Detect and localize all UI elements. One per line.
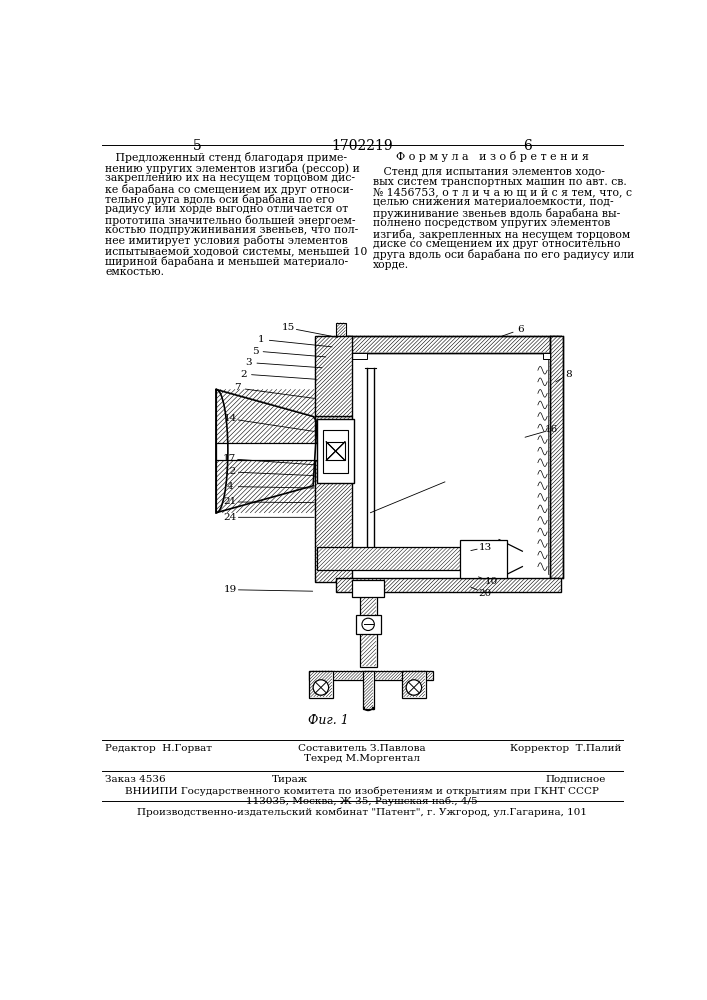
Bar bbox=[352, 580, 385, 597]
Text: 10: 10 bbox=[485, 578, 498, 586]
Bar bbox=[317, 419, 354, 483]
Text: целью снижения материалоемкости, под-: целью снижения материалоемкости, под- bbox=[373, 197, 614, 207]
Bar bbox=[315, 336, 352, 416]
Polygon shape bbox=[499, 540, 522, 578]
Text: 24: 24 bbox=[223, 513, 237, 522]
Bar bbox=[317, 548, 476, 570]
Text: Производственно-издательский комбинат "Патент", г. Ужгород, ул.Гагарина, 101: Производственно-издательский комбинат "П… bbox=[137, 808, 587, 817]
Text: 21: 21 bbox=[223, 497, 237, 506]
Text: 8: 8 bbox=[566, 370, 572, 379]
Text: 17: 17 bbox=[223, 454, 236, 463]
Bar bbox=[315, 416, 352, 582]
Bar bbox=[310, 671, 332, 697]
Circle shape bbox=[406, 680, 421, 695]
Bar bbox=[317, 419, 354, 483]
Bar bbox=[549, 336, 563, 578]
Text: нее имитирует условия работы элементов: нее имитирует условия работы элементов bbox=[105, 235, 348, 246]
Text: 15: 15 bbox=[281, 323, 295, 332]
Text: полнено посредством упругих элементов: полнено посредством упругих элементов bbox=[373, 218, 610, 228]
Text: пружинивание звеньев вдоль барабана вы-: пружинивание звеньев вдоль барабана вы- bbox=[373, 208, 620, 219]
Bar bbox=[218, 443, 315, 459]
Bar bbox=[317, 547, 476, 570]
Text: закреплению их на несущем торцовом дис-: закреплению их на несущем торцовом дис- bbox=[105, 173, 356, 183]
Text: изгиба, закрепленных на несущем торцовом: изгиба, закрепленных на несущем торцовом bbox=[373, 229, 630, 240]
Text: 4: 4 bbox=[227, 482, 233, 491]
Bar bbox=[315, 417, 351, 582]
Bar bbox=[327, 442, 345, 460]
Bar bbox=[323, 430, 348, 473]
Text: 13: 13 bbox=[479, 543, 492, 552]
Text: вых систем транспортных машин по авт. св.: вых систем транспортных машин по авт. св… bbox=[373, 177, 626, 187]
Bar bbox=[461, 540, 506, 577]
Text: 19: 19 bbox=[223, 585, 237, 594]
Bar bbox=[356, 615, 380, 634]
Text: Редактор  Н.Горват: Редактор Н.Горват bbox=[105, 744, 212, 753]
Text: 16: 16 bbox=[545, 425, 559, 434]
Text: 3: 3 bbox=[245, 358, 252, 367]
Text: Заказ 4536: Заказ 4536 bbox=[105, 774, 166, 784]
Bar bbox=[543, 353, 549, 359]
Bar bbox=[337, 579, 561, 592]
Text: 6: 6 bbox=[523, 139, 532, 153]
Text: 1702219: 1702219 bbox=[332, 139, 393, 153]
Circle shape bbox=[313, 680, 329, 695]
Text: диске со смещением их друг относительно: диске со смещением их друг относительно bbox=[373, 239, 620, 249]
Text: Стенд для испытания элементов ходо-: Стенд для испытания элементов ходо- bbox=[373, 166, 604, 176]
Bar bbox=[309, 671, 332, 698]
Text: Фиг. 1: Фиг. 1 bbox=[308, 714, 349, 727]
Bar bbox=[315, 336, 351, 416]
Bar bbox=[309, 671, 433, 680]
Bar bbox=[550, 336, 563, 578]
Bar bbox=[337, 323, 346, 578]
Text: радиусу или хорде выгодно отличается от: радиусу или хорде выгодно отличается от bbox=[105, 204, 349, 214]
Bar bbox=[403, 671, 425, 697]
Bar bbox=[402, 671, 426, 698]
Text: 7: 7 bbox=[234, 383, 240, 392]
Text: 20: 20 bbox=[479, 589, 492, 598]
Text: Корректор  Т.Палий: Корректор Т.Палий bbox=[510, 744, 621, 753]
Text: тельно друга вдоль оси барабана по его: тельно друга вдоль оси барабана по его bbox=[105, 194, 335, 205]
Text: Ф о р м у л а   и з о б р е т е н и я: Ф о р м у л а и з о б р е т е н и я bbox=[397, 151, 590, 162]
Text: 5: 5 bbox=[252, 347, 258, 356]
Bar bbox=[353, 581, 384, 597]
Bar bbox=[337, 323, 345, 578]
Bar bbox=[352, 353, 368, 359]
Text: 6: 6 bbox=[518, 325, 524, 334]
Text: 1: 1 bbox=[258, 335, 264, 344]
Text: 2: 2 bbox=[240, 370, 247, 379]
Bar bbox=[310, 671, 433, 679]
Text: 5: 5 bbox=[192, 139, 201, 153]
Text: хорде.: хорде. bbox=[373, 260, 409, 270]
Bar bbox=[337, 578, 561, 592]
Bar bbox=[360, 582, 377, 667]
Bar bbox=[460, 540, 507, 578]
Text: Тираж: Тираж bbox=[271, 774, 308, 784]
Bar bbox=[361, 583, 376, 666]
Bar bbox=[216, 443, 317, 460]
Polygon shape bbox=[212, 389, 317, 513]
Circle shape bbox=[362, 618, 374, 631]
Bar bbox=[337, 336, 561, 353]
Text: 113035, Москва, Ж-35, Раушская наб., 4/5: 113035, Москва, Ж-35, Раушская наб., 4/5 bbox=[246, 797, 478, 806]
Text: костью подпружинивания звеньев, что пол-: костью подпружинивания звеньев, что пол- bbox=[105, 225, 358, 235]
Bar bbox=[337, 336, 561, 352]
Text: ке барабана со смещением их друг относи-: ке барабана со смещением их друг относи- bbox=[105, 184, 354, 195]
Text: Составитель З.Павлова
Техред М.Моргентал: Составитель З.Павлова Техред М.Моргентал bbox=[298, 744, 426, 763]
Bar bbox=[363, 671, 373, 708]
Text: шириной барабана и меньшей материало-: шириной барабана и меньшей материало- bbox=[105, 256, 349, 267]
Text: 14: 14 bbox=[223, 414, 237, 423]
Text: ВНИИПИ Государственного комитета по изобретениям и открытиям при ГКНТ СССР: ВНИИПИ Государственного комитета по изоб… bbox=[125, 786, 599, 796]
Text: друга вдоль оси барабана по его радиусу или: друга вдоль оси барабана по его радиусу … bbox=[373, 249, 634, 260]
Text: 12: 12 bbox=[223, 467, 237, 476]
Text: нению упругих элементов изгиба (рессор) и: нению упругих элементов изгиба (рессор) … bbox=[105, 163, 361, 174]
Text: испытываемой ходовой системы, меньшей 10: испытываемой ходовой системы, меньшей 10 bbox=[105, 246, 368, 256]
Text: прототипа значительно большей энергоем-: прототипа значительно большей энергоем- bbox=[105, 215, 356, 226]
Bar bbox=[216, 389, 317, 513]
Bar bbox=[363, 671, 373, 709]
Text: емкостью.: емкостью. bbox=[105, 267, 165, 277]
Text: № 1456753, о т л и ч а ю щ и й с я тем, что, с: № 1456753, о т л и ч а ю щ и й с я тем, … bbox=[373, 187, 632, 197]
Text: Предложенный стенд благодаря приме-: Предложенный стенд благодаря приме- bbox=[105, 152, 347, 163]
Text: Подписное: Подписное bbox=[546, 774, 606, 784]
